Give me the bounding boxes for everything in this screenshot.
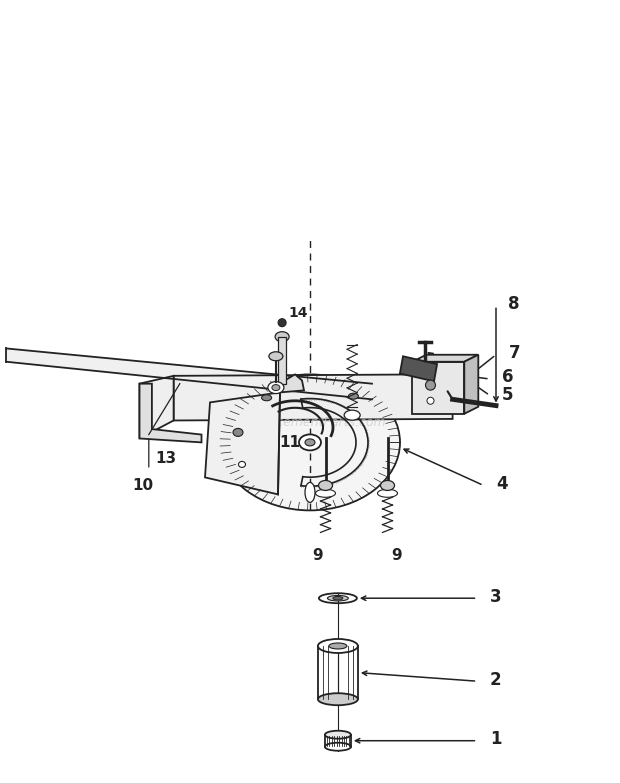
Text: 14: 14 xyxy=(288,306,308,320)
Ellipse shape xyxy=(427,397,434,404)
Text: 12: 12 xyxy=(251,419,272,435)
Ellipse shape xyxy=(233,428,243,436)
Text: 6: 6 xyxy=(502,369,514,386)
Bar xyxy=(412,362,464,413)
Ellipse shape xyxy=(262,395,272,401)
Ellipse shape xyxy=(344,410,360,420)
Text: eReplacementParts.com: eReplacementParts.com xyxy=(234,417,386,429)
Ellipse shape xyxy=(318,639,358,653)
Text: 3: 3 xyxy=(490,588,502,605)
Bar xyxy=(318,646,358,699)
Ellipse shape xyxy=(305,482,315,503)
Ellipse shape xyxy=(318,693,358,705)
Ellipse shape xyxy=(268,381,284,394)
Polygon shape xyxy=(6,348,372,399)
Polygon shape xyxy=(174,374,453,420)
Text: 9: 9 xyxy=(391,548,402,564)
Text: 5: 5 xyxy=(502,387,514,404)
Ellipse shape xyxy=(378,489,397,497)
Ellipse shape xyxy=(425,380,435,390)
Text: 8: 8 xyxy=(508,295,520,312)
Polygon shape xyxy=(400,356,437,381)
Ellipse shape xyxy=(269,352,283,361)
Polygon shape xyxy=(464,355,478,413)
Text: 9: 9 xyxy=(312,548,324,564)
Bar xyxy=(325,734,351,747)
Ellipse shape xyxy=(319,481,332,490)
Ellipse shape xyxy=(272,384,280,391)
Ellipse shape xyxy=(329,643,347,649)
Ellipse shape xyxy=(319,594,357,603)
Text: 2: 2 xyxy=(490,671,502,688)
Polygon shape xyxy=(412,355,478,362)
Bar xyxy=(278,337,286,384)
Polygon shape xyxy=(140,384,202,442)
Ellipse shape xyxy=(381,481,394,490)
Ellipse shape xyxy=(325,731,351,738)
Ellipse shape xyxy=(316,489,335,497)
Text: 10: 10 xyxy=(132,478,153,493)
Ellipse shape xyxy=(325,743,351,751)
Ellipse shape xyxy=(239,461,246,467)
Ellipse shape xyxy=(333,597,343,600)
Polygon shape xyxy=(140,376,174,438)
Text: 1: 1 xyxy=(490,731,502,748)
Text: 13: 13 xyxy=(155,450,176,466)
Ellipse shape xyxy=(275,332,289,341)
Ellipse shape xyxy=(348,393,358,399)
Ellipse shape xyxy=(220,374,400,511)
Ellipse shape xyxy=(327,595,348,601)
Polygon shape xyxy=(280,374,304,392)
Ellipse shape xyxy=(278,319,286,327)
Text: 11: 11 xyxy=(279,435,300,450)
Text: 7: 7 xyxy=(508,345,520,362)
Text: 4: 4 xyxy=(496,475,508,493)
Polygon shape xyxy=(205,392,280,494)
Ellipse shape xyxy=(299,435,321,450)
Ellipse shape xyxy=(305,439,315,446)
